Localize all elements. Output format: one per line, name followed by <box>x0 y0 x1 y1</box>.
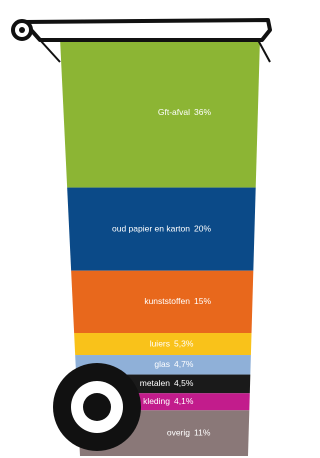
value-label: 5,3% <box>174 338 194 348</box>
value-label: 4,7% <box>174 359 194 369</box>
segment-label: kunststoffen <box>144 296 190 306</box>
segment-label: metalen <box>140 378 171 388</box>
value-label: 11% <box>194 427 211 437</box>
segment-label: glas <box>154 359 170 369</box>
value-label: 36% <box>194 107 211 117</box>
value-label: 4,5% <box>174 378 194 388</box>
segment-label: Gft-afval <box>158 107 190 117</box>
value-label: 15% <box>194 296 211 306</box>
bin-chart: Gft-afval 36% oud papier en karton 20% kunst… <box>0 0 275 458</box>
segment-label: luiers <box>150 338 170 348</box>
value-label: 4,1% <box>174 396 194 406</box>
value-label: 20% <box>194 223 211 233</box>
wheel <box>53 363 141 451</box>
segment-label: kleding <box>143 396 170 406</box>
segment-label: oud papier en karton <box>112 223 190 233</box>
segment-label: overig <box>167 427 190 437</box>
